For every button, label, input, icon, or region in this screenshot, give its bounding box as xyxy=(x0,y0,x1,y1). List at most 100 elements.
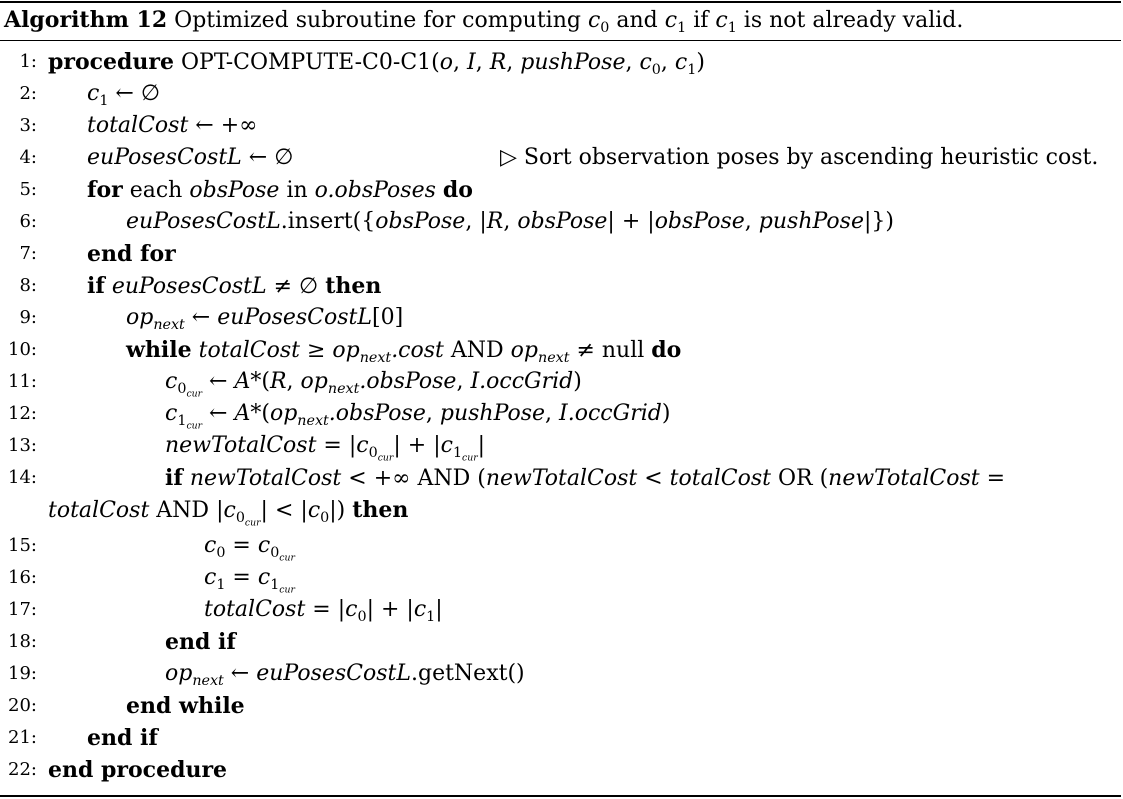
line-code: if newTotalCost < +∞ AND (newTotalCost <… xyxy=(165,462,1005,495)
keyword: do xyxy=(651,337,682,363)
var: .obsPose xyxy=(359,369,457,394)
line-number: 5: xyxy=(19,179,37,200)
var: pushPose xyxy=(758,209,864,234)
symbol: ({ xyxy=(352,209,376,234)
keyword: while xyxy=(126,337,192,363)
symbol: + xyxy=(400,433,434,458)
symbol: , xyxy=(456,369,471,394)
caption-text: Optimized subroutine for computing xyxy=(174,8,588,33)
caption-sub: 1 xyxy=(727,20,737,36)
symbol: ∅ xyxy=(299,274,319,299)
var: euPosesCostL xyxy=(87,145,242,170)
symbol: , xyxy=(453,50,467,75)
subscript: next xyxy=(359,350,392,366)
line-code: while totalCost ≥ opnext.cost AND opnext… xyxy=(126,334,681,367)
symbol: ≥ xyxy=(299,338,333,363)
symbol: < xyxy=(341,466,374,491)
subscript: 0 xyxy=(320,510,330,526)
var: c xyxy=(356,433,369,458)
var: obsPose xyxy=(517,209,608,234)
keyword: end if xyxy=(165,629,236,655)
comment-triangle-icon: ▷ xyxy=(500,145,517,170)
var: c xyxy=(165,401,178,426)
subscript: 1 xyxy=(99,93,109,109)
var: .obsPose xyxy=(328,401,426,426)
var: R xyxy=(269,369,287,394)
caption-sub: 0 xyxy=(600,20,610,36)
symbol: ( xyxy=(431,50,440,75)
caption-text: if xyxy=(686,8,716,33)
symbol: | xyxy=(300,498,308,523)
subscript: 0 xyxy=(235,510,245,526)
line-number: 15: xyxy=(8,535,37,556)
subscript: 1 xyxy=(216,577,226,593)
caption-var: c xyxy=(664,8,678,33)
symbol: | xyxy=(406,597,414,622)
subscript: next xyxy=(192,673,224,689)
var: A* xyxy=(234,369,262,394)
caption-var: c xyxy=(587,8,601,33)
line-number: 3: xyxy=(19,115,37,136)
symbol: + xyxy=(374,597,407,622)
line-number: 18: xyxy=(8,631,37,652)
symbol: | xyxy=(216,498,224,523)
subscript: cur xyxy=(279,552,295,564)
var: c xyxy=(639,50,652,75)
line-code: c1 ← ∅ xyxy=(87,78,160,110)
var: A* xyxy=(234,401,262,426)
var: c xyxy=(204,533,217,558)
symbol: ← xyxy=(188,113,221,138)
text: in xyxy=(279,178,315,203)
line-code: procedure OPT-COMPUTE-C0-C1(o, I, R, pus… xyxy=(48,46,705,79)
line-code: end if xyxy=(87,722,158,755)
symbol: | xyxy=(260,498,268,523)
var: c xyxy=(674,50,688,75)
keyword: end while xyxy=(126,693,245,719)
subscript: next xyxy=(537,350,570,366)
symbol: }) xyxy=(871,209,894,234)
symbol: , xyxy=(506,50,521,75)
subscript: 0 xyxy=(270,545,280,561)
symbol: < xyxy=(637,466,670,491)
subscript: 0 xyxy=(651,62,661,78)
symbol: ( xyxy=(819,466,829,491)
symbol: , xyxy=(425,401,440,426)
keyword: then xyxy=(352,497,409,523)
var: pushPose xyxy=(520,50,626,75)
symbol: AND xyxy=(410,466,478,491)
var: op xyxy=(332,338,360,363)
symbol: = xyxy=(316,433,349,458)
var: op xyxy=(510,338,538,363)
symbol: ) xyxy=(661,401,671,426)
subscript: cur xyxy=(462,452,478,464)
var: totalCost xyxy=(204,597,306,622)
symbol: ← xyxy=(108,81,141,106)
line-code: opnext ← euPosesCostL[0] xyxy=(126,302,403,334)
symbol: OR xyxy=(770,466,820,491)
symbol: ← xyxy=(241,145,275,170)
symbol: [0] xyxy=(372,305,404,330)
keyword: if xyxy=(87,273,105,299)
var: op xyxy=(300,369,328,394)
var: .cost xyxy=(391,338,444,363)
subscript: 0 xyxy=(357,609,367,625)
caption-var: c xyxy=(715,8,728,33)
var: I.occGrid xyxy=(470,369,574,394)
line-code: end procedure xyxy=(48,754,227,787)
keyword: do xyxy=(442,177,473,203)
symbol: = xyxy=(225,533,258,558)
var: c xyxy=(204,565,217,590)
symbol: | xyxy=(863,209,872,234)
symbol: | xyxy=(477,433,486,458)
caption-label: Algorithm 12 xyxy=(4,7,168,33)
var: R xyxy=(489,50,507,75)
keyword: then xyxy=(325,273,382,299)
text: each xyxy=(122,178,190,203)
subscript: next xyxy=(153,317,185,333)
var: euPosesCostL xyxy=(217,305,372,330)
symbol: , xyxy=(660,50,675,75)
var: op xyxy=(165,661,193,686)
line-number: 9: xyxy=(19,307,37,328)
symbol: AND xyxy=(443,338,511,363)
symbol: , xyxy=(545,401,560,426)
